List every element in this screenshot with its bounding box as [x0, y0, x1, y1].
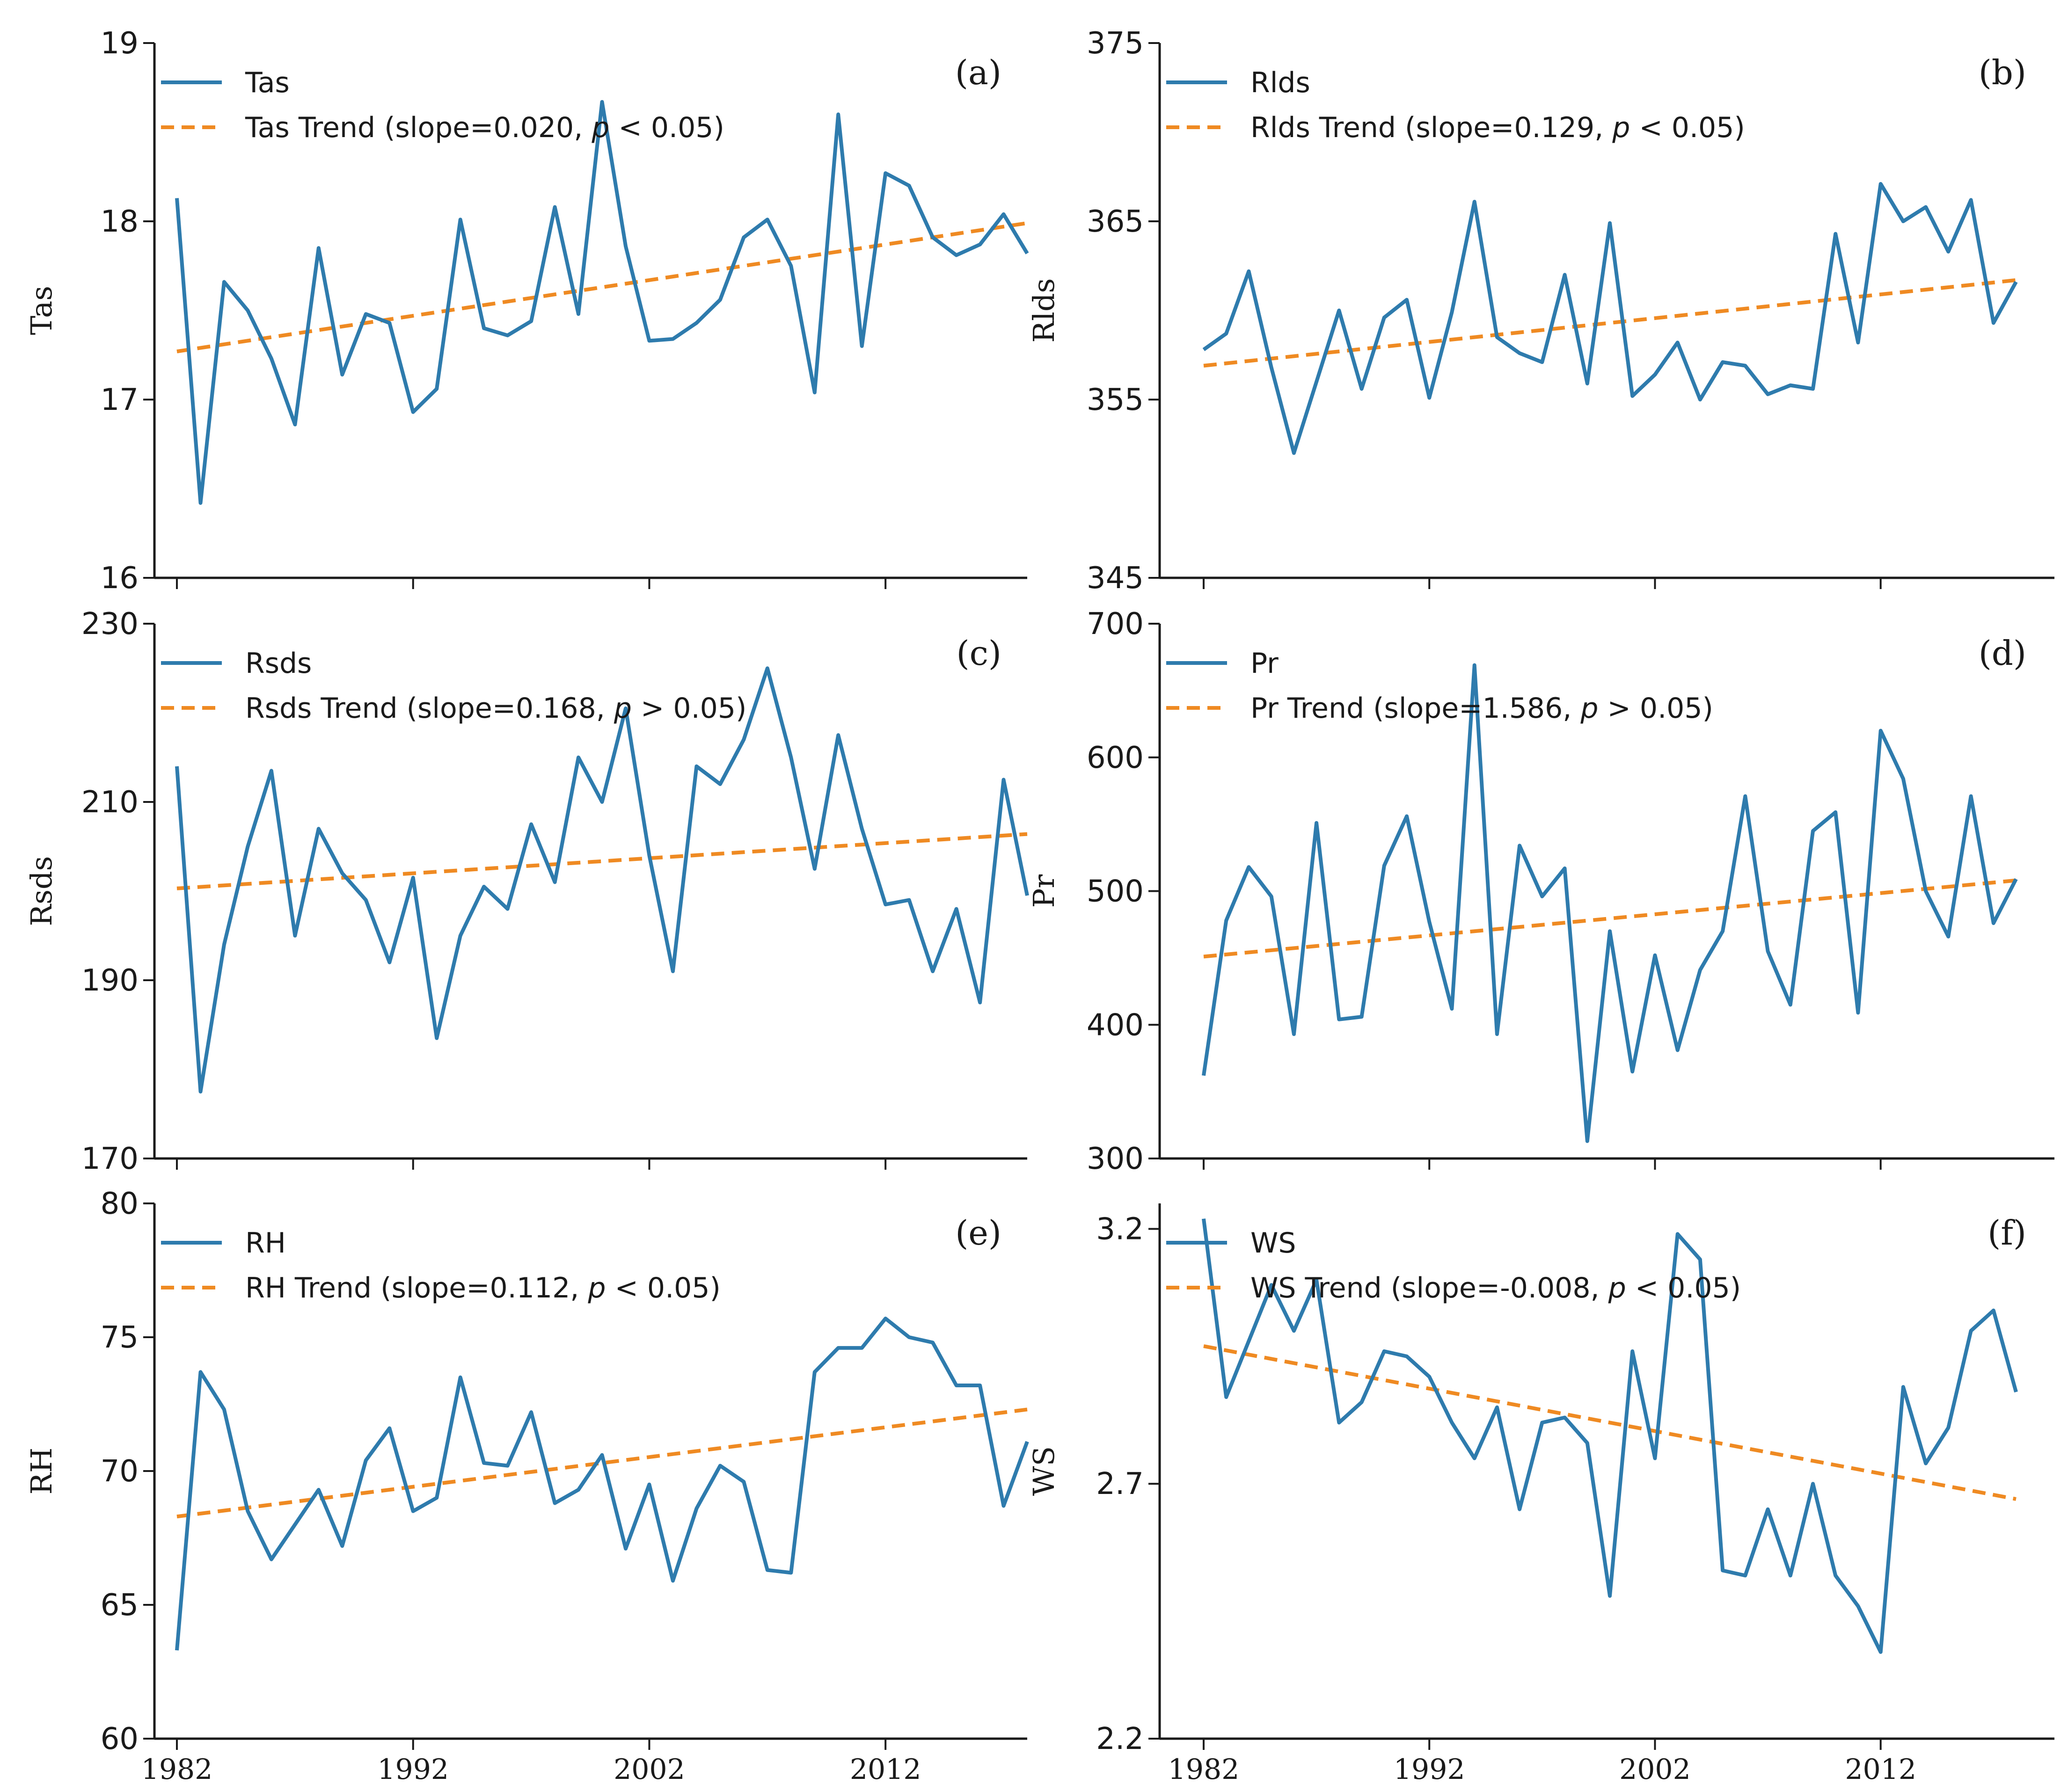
panel-b: 345 355 365 375 Rlds (b) Rlds Rlds Trend (slope…: [1027, 26, 2054, 596]
y-tick-label: 16: [101, 561, 139, 596]
panel-label: (b): [1979, 53, 2026, 92]
legend-p-symbol: p: [591, 111, 609, 144]
legend-trend-suffix: < 0.05): [609, 111, 724, 144]
y-tick-label: 75: [101, 1320, 139, 1355]
y-tick-label: 300: [1087, 1142, 1144, 1176]
panel-label: (f): [1988, 1213, 2026, 1253]
legend-trend-prefix: RH Trend (slope=0.112,: [245, 1272, 588, 1304]
y-tick-label: 500: [1087, 874, 1144, 909]
y-tick-label: 355: [1087, 383, 1144, 417]
panel-label: (c): [956, 634, 1001, 673]
legend-p-symbol: p: [614, 692, 632, 725]
y-tick-label: 2.7: [1096, 1467, 1144, 1501]
trend-line: [176, 832, 1028, 890]
legend-trend-suffix: < 0.05): [1626, 1272, 1741, 1304]
legend-trend-label: Pr Trend (slope=1.586, p > 0.05): [1250, 692, 1713, 725]
y-axis-label: Pr: [1027, 874, 1061, 908]
y-axis-label: WS: [1027, 1446, 1061, 1496]
trend-line: [1203, 278, 2017, 368]
legend-series-label: Pr: [1250, 647, 1279, 680]
y-tick-label: 80: [101, 1187, 139, 1221]
legend-series-label: WS: [1250, 1227, 1296, 1260]
x-tick-label: 1992: [377, 1753, 449, 1786]
trend-line: [176, 221, 1028, 354]
y-tick-label: 400: [1087, 1008, 1144, 1042]
legend-series-label: Tas: [245, 66, 290, 99]
legend: Rsds Rsds Trend (slope=0.168, p > 0.05): [161, 647, 746, 725]
legend-p-symbol: p: [1612, 111, 1630, 144]
legend-series-label: Rsds: [245, 647, 312, 680]
y-tick-label: 345: [1087, 561, 1144, 596]
y-tick-label: 17: [101, 383, 139, 417]
trend-line: [176, 1407, 1028, 1519]
legend-trend-prefix: WS Trend (slope=-0.008,: [1250, 1272, 1608, 1304]
legend-p-symbol: p: [1608, 1272, 1626, 1304]
y-tick-label: 375: [1087, 26, 1144, 61]
legend-trend-suffix: > 0.05): [632, 692, 746, 725]
legend-trend-label: Rsds Trend (slope=0.168, p > 0.05): [245, 692, 746, 725]
legend-series-label: RH: [245, 1227, 286, 1260]
panel-label: (d): [1979, 634, 2026, 673]
y-tick-label: 365: [1087, 204, 1144, 239]
y-tick-label: 170: [81, 1142, 139, 1176]
legend-p-symbol: p: [587, 1272, 606, 1304]
y-tick-label: 65: [101, 1588, 139, 1623]
y-tick-label: 700: [1087, 607, 1144, 641]
series-line: [1202, 663, 2018, 1143]
x-tick-label: 2012: [1845, 1753, 1916, 1786]
trend-line: [1203, 878, 2017, 959]
x-tick-label: 1992: [1394, 1753, 1465, 1786]
legend-trend-prefix: Pr Trend (slope=1.586,: [1250, 692, 1580, 725]
legend: RH RH Trend (slope=0.112, p < 0.05): [161, 1227, 721, 1304]
x-tick-label: 1982: [1168, 1753, 1240, 1786]
y-tick-label: 230: [81, 607, 139, 641]
legend-trend-label: WS Trend (slope=-0.008, p < 0.05): [1250, 1272, 1741, 1304]
legend-trend-prefix: Rsds Trend (slope=0.168,: [245, 692, 614, 725]
x-tick-label: 2012: [850, 1753, 921, 1786]
y-axis-label: Rlds: [1027, 278, 1061, 342]
y-axis-label: RH: [24, 1448, 58, 1495]
trend-line: [1203, 1344, 2017, 1501]
panel-c: 170 190 210 230 Rsds (c) Rsds Rsds Trend (slope…: [24, 607, 1029, 1176]
series-line: [1202, 182, 2018, 455]
x-tick-label: 1982: [141, 1753, 213, 1786]
legend-series-label: Rlds: [1250, 66, 1310, 99]
legend-trend-suffix: > 0.05): [1598, 692, 1713, 725]
y-axis-label: Tas: [24, 286, 58, 335]
y-tick-label: 70: [101, 1454, 139, 1489]
legend: Rlds Rlds Trend (slope=0.129, p < 0.05): [1166, 66, 1745, 144]
panel-a: 16 17 18 19 Tas (a) Tas Tas Trend (slope=0.020,…: [24, 26, 1029, 596]
legend-trend-prefix: Rlds Trend (slope=0.129,: [1250, 111, 1612, 144]
y-tick-label: 600: [1087, 741, 1144, 775]
y-tick-label: 19: [101, 26, 139, 61]
legend: Tas Tas Trend (slope=0.020, p < 0.05): [161, 66, 724, 144]
y-tick-label: 18: [101, 204, 139, 239]
y-tick-label: 210: [81, 785, 139, 820]
y-tick-label: 190: [81, 963, 139, 998]
panel-e: 60 65 70 75 80 1982 1992 2002 2012 RH (e) RH RH Tren…: [24, 1187, 1029, 1786]
panel-f: 2.2 2.7 3.2 1982 1992 2002 2012 WS (f) WS WS Trend…: [1027, 1203, 2054, 1786]
y-tick-label: 3.2: [1096, 1212, 1144, 1246]
y-tick-label: 2.2: [1096, 1722, 1144, 1756]
x-tick-label: 2002: [1619, 1753, 1691, 1786]
legend-trend-suffix: < 0.05): [1630, 111, 1745, 144]
x-tick-label: 2002: [614, 1753, 685, 1786]
legend-trend-suffix: < 0.05): [606, 1272, 721, 1304]
series-line: [175, 100, 1029, 505]
legend: WS WS Trend (slope=-0.008, p < 0.05): [1166, 1227, 1741, 1304]
legend-trend-label: Rlds Trend (slope=0.129, p < 0.05): [1250, 111, 1745, 144]
legend: Pr Pr Trend (slope=1.586, p > 0.05): [1166, 647, 1713, 725]
legend-p-symbol: p: [1580, 692, 1598, 725]
series-line: [175, 1317, 1029, 1651]
y-axis-label: Rsds: [24, 856, 58, 926]
legend-trend-prefix: Tas Trend (slope=0.020,: [245, 111, 592, 144]
legend-trend-label: Tas Trend (slope=0.020, p < 0.05): [245, 111, 724, 144]
panel-d: 300 400 500 600 700 Pr (d) Pr Pr Trend (slope=1.…: [1027, 607, 2054, 1176]
panel-label: (e): [955, 1213, 1001, 1253]
panel-label: (a): [955, 53, 1001, 92]
y-tick-label: 60: [101, 1722, 139, 1756]
legend-trend-label: RH Trend (slope=0.112, p < 0.05): [245, 1272, 721, 1304]
